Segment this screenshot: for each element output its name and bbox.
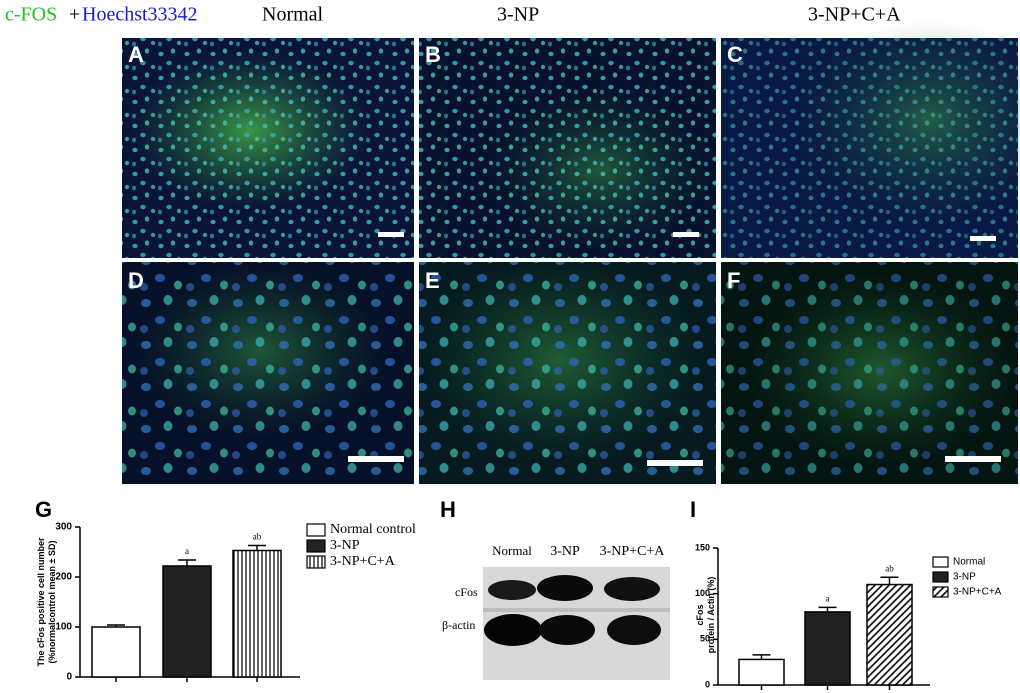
column-label: Normal [262, 4, 324, 26]
panel-letter: I [690, 497, 696, 522]
annotation: ab [253, 532, 262, 542]
stain-plus: + [69, 4, 80, 26]
micrograph: B [419, 38, 716, 258]
y-axis-label-line: protein / Actin (%) [706, 577, 716, 654]
y-tick-label: 100 [695, 588, 710, 598]
row-label: β-actin [442, 618, 475, 632]
y-axis-label: The cFos positive cell number(%normalcon… [36, 537, 57, 667]
column-label: 3-NP+C+A [808, 4, 901, 26]
column-label: 3-NP [497, 4, 539, 26]
panel-letter: C [727, 42, 743, 67]
legend-swatch [932, 556, 949, 568]
micrograph: F [721, 262, 1020, 484]
y-tick-label: 0 [66, 672, 72, 683]
lane-label: 3-NP [550, 544, 580, 559]
western-blot: H Normal 3-NP 3-NP+C+A cFos β-actin [440, 497, 670, 680]
legend-label: 3-NP+C+A [953, 587, 1002, 598]
micrograph: E [410, 250, 716, 484]
micrograph: A [122, 38, 414, 258]
legend-swatch [932, 586, 949, 598]
y-axis-label-line: (%normalcontrol mean ± SD) [47, 541, 57, 664]
legend-swatch [306, 523, 326, 537]
bar [162, 565, 212, 678]
y-tick-label: 200 [55, 572, 72, 583]
bar [804, 611, 851, 686]
panel-letter: A [128, 42, 144, 67]
annotation: a [185, 546, 189, 556]
micrograph: C [721, 20, 1020, 258]
panel-letter: D [128, 268, 144, 293]
bar [91, 626, 141, 678]
panel-letter: B [425, 42, 441, 67]
stain-label: c-FOS [5, 4, 57, 26]
legend-label: Normal control [330, 522, 416, 537]
y-tick-label: 100 [55, 622, 72, 633]
panel-letter: E [425, 268, 440, 293]
micrograph: D [122, 260, 414, 484]
y-tick-label: 0 [705, 679, 710, 689]
stain-label: Hoechst33342 [82, 4, 198, 26]
panel-letter: G [35, 497, 52, 522]
lane-label: 3-NP+C+A [600, 544, 666, 559]
panel-letter: H [440, 497, 456, 522]
bar [738, 658, 785, 686]
row-label: cFos [455, 585, 478, 599]
bar [232, 549, 282, 678]
legend-label: 3-NP [953, 572, 976, 583]
y-tick-label: 300 [55, 522, 72, 533]
y-axis-label-line: The cFos positive cell number [36, 537, 46, 667]
legend-label: 3-NP [330, 538, 360, 553]
y-axis-label-line: cFos [695, 604, 705, 625]
bar [866, 583, 913, 686]
legend-label: 3-NP+C+A [330, 554, 396, 569]
lane-label: Normal [492, 543, 532, 558]
legend-swatch [306, 555, 326, 569]
y-tick-label: 50 [700, 634, 710, 644]
annotation: ab [885, 563, 894, 573]
legend-swatch [306, 539, 326, 553]
panel-letter: F [727, 268, 740, 293]
legend-swatch [932, 571, 949, 583]
y-axis-label: cFosprotein / Actin (%) [695, 577, 716, 654]
legend-label: Normal [953, 557, 985, 568]
annotation: a [826, 593, 830, 603]
y-tick-label: 150 [695, 542, 710, 552]
